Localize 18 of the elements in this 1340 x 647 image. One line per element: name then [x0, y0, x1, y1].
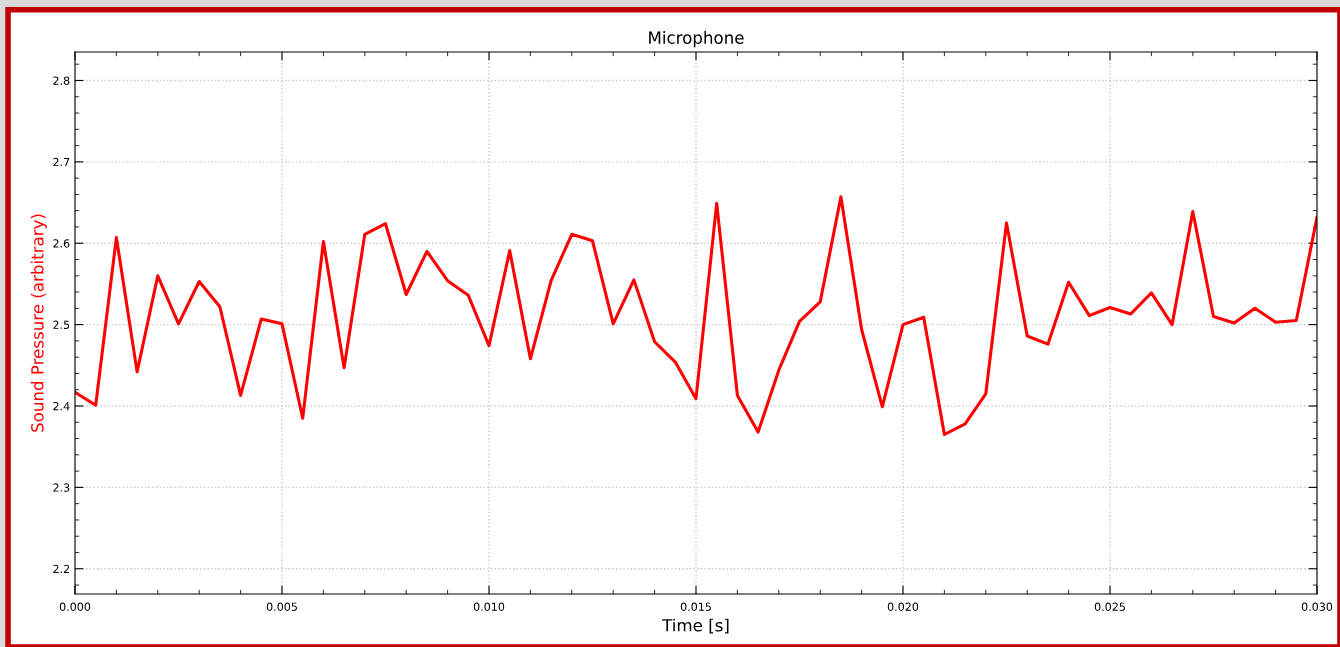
y-axis-title: Sound Pressure (arbitrary): [30, 214, 47, 432]
x-tick-label: 0.015: [680, 602, 711, 611]
x-tick-label: 0.010: [473, 602, 505, 611]
y-tick-label: 2.3: [53, 483, 70, 492]
line-series: [75, 195, 1317, 437]
x-tick-label: 0.000: [59, 602, 91, 611]
y-tick-label: 2.5: [53, 320, 70, 330]
y-tick-label: 2.7: [53, 157, 70, 167]
chart-title: Microphone: [649, 31, 744, 48]
x-tick-label: 0.005: [266, 602, 297, 611]
x-tick-label: 0.020: [887, 602, 919, 611]
x-axis-title: Time [s]: [662, 618, 729, 634]
y-tick-label: 2.6: [53, 239, 70, 248]
x-tick-label: 0.025: [1094, 602, 1125, 611]
y-tick-label: 2.4: [53, 401, 70, 411]
y-tick-label: 2.2: [53, 564, 70, 573]
y-tick-label: 2.8: [53, 76, 70, 85]
x-tick-label: 0.030: [1301, 602, 1333, 611]
